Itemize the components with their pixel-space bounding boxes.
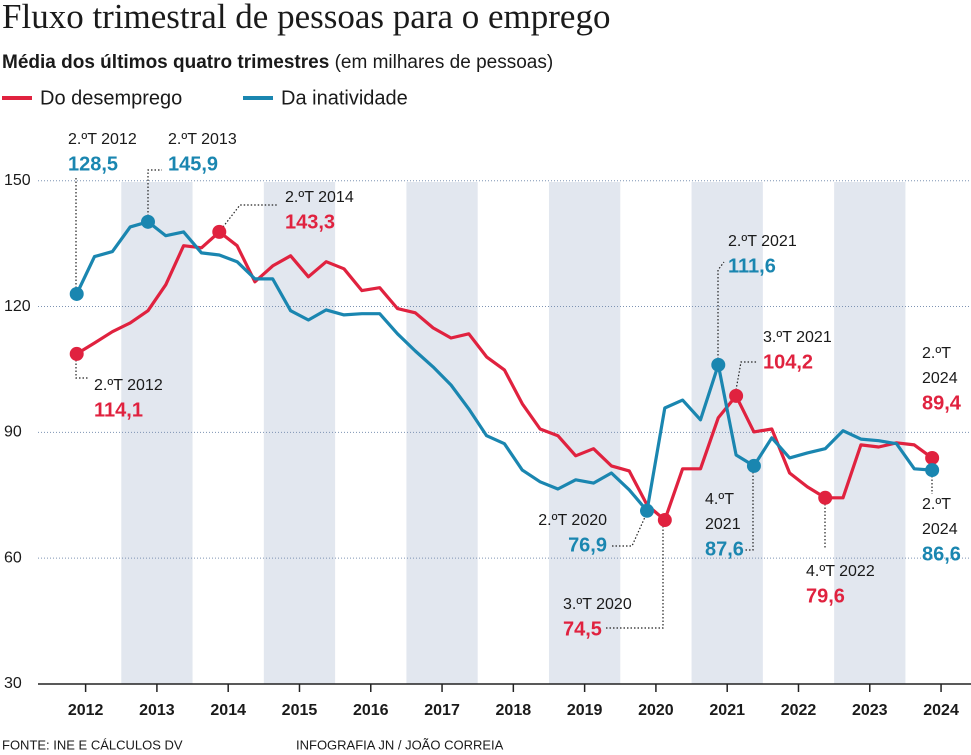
annotation-period: 4.ºT <box>705 491 734 508</box>
annotation-value: 111,6 <box>728 255 776 277</box>
legend-label: Da inatividade <box>281 87 408 109</box>
x-tick-label: 2024 <box>923 702 959 719</box>
x-tick-label: 2015 <box>282 702 318 719</box>
highlight-point <box>925 463 940 478</box>
highlight-point <box>212 224 227 239</box>
highlight-point <box>140 214 155 229</box>
source: FONTE: INE E CÁLCULOS DV <box>2 737 183 752</box>
highlight-point <box>69 286 84 301</box>
annotation-value: 76,9 <box>568 534 607 556</box>
credit: INFOGRAFIA JN / JOÃO CORREIA <box>296 737 504 752</box>
x-tick-label: 2014 <box>210 702 246 719</box>
series-line <box>75 220 933 513</box>
subtitle-main: Média dos últimos quatro trimestres <box>2 52 329 73</box>
annotation-period: 3.ºT 2020 <box>563 596 632 613</box>
annotation-value: 89,4 <box>922 392 962 414</box>
leader-line <box>75 360 88 379</box>
annotation-value: 86,6 <box>922 543 961 565</box>
annotation-value: 114,1 <box>94 399 143 421</box>
leader-line <box>745 472 754 551</box>
legend-label: Do desemprego <box>40 87 182 109</box>
y-tick-label: 150 <box>4 172 31 189</box>
background: 30 60 90 120 150 2012 2013 2014 2015 2016 2017 2018… <box>4 172 971 719</box>
y-tick-label: 30 <box>4 675 22 692</box>
annotation-period: 2.ºT <box>922 345 951 362</box>
annotation-period: 2.ºT 2013 <box>168 131 237 148</box>
chart-title: Fluxo trimestral de pessoas para o empre… <box>2 0 610 36</box>
annotation-value: 104,2 <box>763 351 813 373</box>
leader-line <box>606 526 664 629</box>
annotation-period: 2.ºT 2012 <box>94 377 163 394</box>
leader-line <box>735 361 758 391</box>
annotation-value: 79,6 <box>806 585 845 607</box>
annotation-period: 2.ºT 2020 <box>538 512 607 529</box>
x-tick-label: 2023 <box>852 702 888 719</box>
annotation-value: 145,9 <box>168 153 218 175</box>
y-tick-label: 60 <box>4 549 22 566</box>
x-tick-label: 2019 <box>567 702 603 719</box>
x-tick-label: 2012 <box>68 702 104 719</box>
annotation-period: 2024 <box>922 521 958 538</box>
x-tick-label: 2020 <box>638 702 674 719</box>
annotation-period: 2021 <box>705 516 741 533</box>
year-band <box>406 182 478 684</box>
x-tick-label: 2022 <box>781 702 817 719</box>
subtitle-note: (em milhares de pessoas) <box>335 52 554 73</box>
highlight-point <box>818 490 833 505</box>
x-tick-label: 2013 <box>139 702 175 719</box>
subtitle: Média dos últimos quatro trimestres (em … <box>2 52 553 73</box>
highlight-point <box>729 388 744 403</box>
annotation-period: 2.ºT 2021 <box>728 233 797 250</box>
highlight-point <box>640 503 655 518</box>
annotation-value: 87,6 <box>705 538 744 560</box>
x-tick-label: 2017 <box>424 702 460 719</box>
year-band <box>548 182 621 684</box>
x-tick-label: 2021 <box>709 702 745 719</box>
leader-line <box>222 204 278 228</box>
annotation-value: 74,5 <box>563 618 602 640</box>
annotation-period: 2.ºT <box>922 496 951 513</box>
annotation-value: 128,5 <box>68 153 118 175</box>
annotation-period: 2024 <box>922 370 958 387</box>
year-band <box>121 182 193 684</box>
highlight-point <box>657 513 672 528</box>
x-tick-label: 2016 <box>353 702 389 719</box>
leader-line <box>147 169 162 216</box>
x-tick-label: 2018 <box>496 702 532 719</box>
annotation-period: 3.ºT 2021 <box>763 329 832 346</box>
highlight-point <box>746 458 761 473</box>
highlight-point <box>711 357 726 372</box>
y-tick-label: 120 <box>4 298 31 315</box>
annotation-value: 143,3 <box>285 211 335 233</box>
leader-line <box>717 261 725 359</box>
highlight-point <box>925 450 940 465</box>
annotation-period: 4.ºT 2022 <box>806 563 875 580</box>
y-tick-label: 90 <box>4 424 22 441</box>
year-band <box>691 182 763 684</box>
annotation-period: 2.ºT 2012 <box>68 131 137 148</box>
highlight-point <box>69 346 84 361</box>
series-line <box>75 230 934 522</box>
annotation-period: 2.ºT 2014 <box>285 189 354 206</box>
year-band <box>263 182 336 684</box>
